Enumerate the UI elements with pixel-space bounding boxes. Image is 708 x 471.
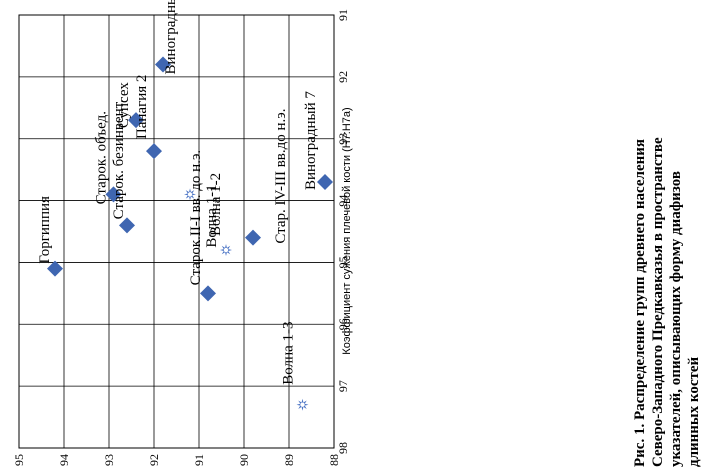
caption-line-1: Рис. 1. Распределение групп древнего нас… — [632, 139, 648, 467]
diamond-marker — [105, 186, 122, 203]
point-label: Горгиппия — [37, 196, 53, 264]
y-tick-label: 94 — [57, 454, 71, 466]
x-axis-label: Коэффициент сужения плечевой кости (Н7:Н… — [341, 107, 353, 354]
point-label: Старок.II-I вв. до н.э. — [188, 150, 204, 285]
star-center — [187, 192, 193, 197]
star-center — [223, 247, 229, 253]
y-tick-label: 95 — [12, 454, 26, 466]
star-center — [300, 402, 305, 407]
plot-frame — [18, 14, 335, 449]
point-labels: Горгиппия Старок. безинвент.Старок. объед… — [37, 0, 319, 385]
y-tick-label: 88 — [327, 454, 341, 466]
y-tick-label: 91 — [192, 454, 206, 466]
x-tick-label: 95 — [336, 256, 350, 268]
point-label: Панагия 2 — [134, 75, 150, 140]
diamond-marker — [119, 217, 135, 234]
diamond-marker — [317, 174, 333, 191]
point-label: Стар. IV-III вв.до н.э. — [273, 109, 289, 244]
point-label: Волна 1-3 — [281, 321, 297, 384]
diamond-marker — [245, 229, 261, 246]
star-marker — [184, 188, 196, 201]
star-marker — [220, 244, 232, 257]
point-label: Виноградный СВ — [163, 0, 179, 74]
diamond-marker — [47, 260, 63, 277]
x-tick-label: 93 — [336, 133, 350, 145]
y-tick-label: 89 — [282, 454, 296, 466]
x-tick-label: 92 — [336, 71, 350, 83]
caption-line-3: указателей, описывающих форму диафизов — [668, 171, 684, 467]
star-marker — [296, 398, 309, 411]
y-tick-label: 92 — [147, 454, 161, 466]
point-label: Виноградный 7 — [303, 91, 319, 190]
figure-caption: Рис. 1. Распределение групп древнего нас… — [632, 137, 702, 467]
x-tick-label: 97 — [336, 380, 350, 392]
caption-line-4: длинных костей — [686, 356, 702, 467]
x-tick-label: 96 — [336, 318, 350, 330]
x-tick-label: 98 — [336, 442, 350, 454]
point-label: Супсех — [116, 82, 132, 128]
point-label: Старок. объед. — [94, 111, 110, 204]
x-tick-label: 94 — [336, 195, 350, 207]
diamond-marker — [200, 285, 216, 302]
diamond-marker — [128, 112, 144, 129]
diamond-marker — [146, 143, 162, 160]
diamond-marker — [155, 56, 171, 73]
y-tick-label: 90 — [237, 454, 251, 466]
grid — [19, 15, 334, 448]
caption-line-2: Северо-Западного Предкавказья в простран… — [650, 137, 666, 467]
point-label: Старок. безинвент. — [111, 99, 127, 219]
data-points — [47, 56, 333, 411]
y-tick-label: 93 — [102, 454, 116, 466]
point-label: Волна 1-1 — [204, 184, 220, 247]
x-tick-label: 91 — [336, 9, 350, 21]
point-label: Волна 1-2 — [208, 173, 224, 236]
